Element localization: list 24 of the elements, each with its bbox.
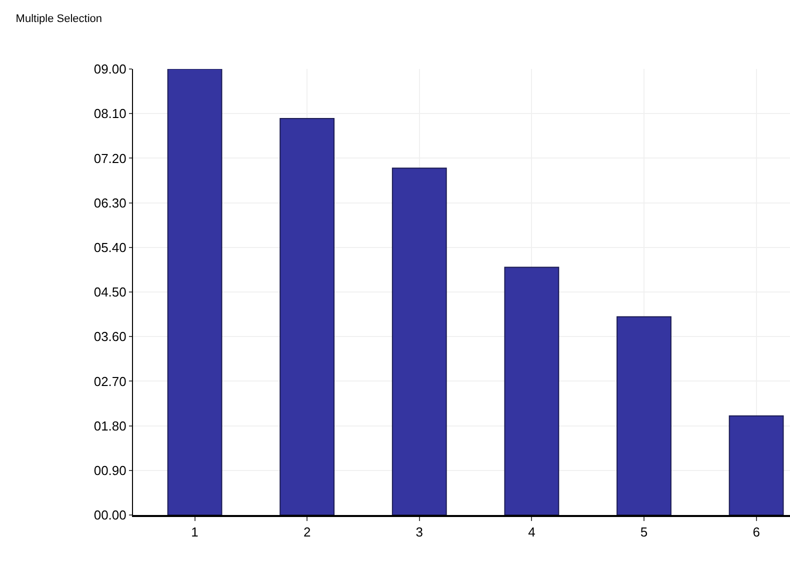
bar xyxy=(392,168,447,515)
y-tick-label: 05.40 xyxy=(94,240,126,255)
x-tick-label: 3 xyxy=(416,524,423,540)
bar xyxy=(280,118,335,515)
y-tick-label: 02.70 xyxy=(94,374,126,389)
y-tick-label: 00.90 xyxy=(94,462,126,478)
y-tick-label: 01.80 xyxy=(94,418,126,434)
y-tick-label: 07.20 xyxy=(94,150,126,166)
y-tick-label: 03.60 xyxy=(94,329,126,344)
x-tick-label: 6 xyxy=(752,524,760,540)
y-tick-label: 08.10 xyxy=(94,106,126,122)
bar xyxy=(167,69,222,515)
x-tick-label: 5 xyxy=(640,524,648,540)
y-tick-label: 00.00 xyxy=(94,508,126,523)
bar xyxy=(616,316,672,515)
x-tick-label: 2 xyxy=(303,524,311,540)
bar xyxy=(504,266,560,515)
bar xyxy=(728,415,784,515)
chart-title: Multiple Selection xyxy=(16,12,102,25)
x-tick-label: 1 xyxy=(191,524,198,540)
y-tick-label: 09.00 xyxy=(94,62,126,77)
y-tick-label: 06.30 xyxy=(94,195,126,210)
x-tick-label: 4 xyxy=(528,524,536,540)
y-tick-label: 04.50 xyxy=(94,284,126,300)
